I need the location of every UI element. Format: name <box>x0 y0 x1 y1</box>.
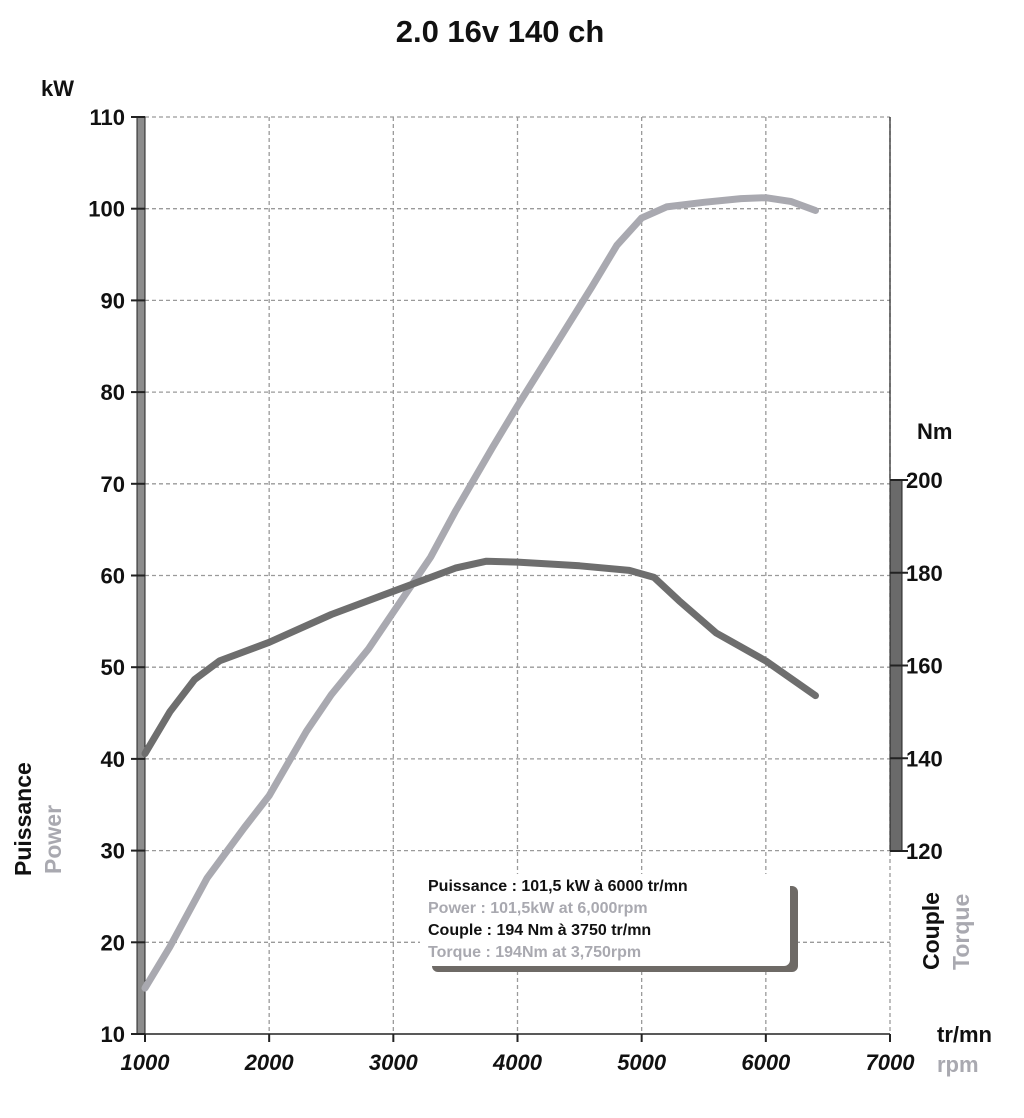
x-axis-unit-fr: tr/mn <box>937 1022 992 1047</box>
left-tick-label: 40 <box>101 747 125 772</box>
x-tick-label: 1000 <box>121 1050 171 1075</box>
left-tick-label: 60 <box>101 564 125 589</box>
info-box: Puissance : 101,5 kW à 6000 tr/mn Power … <box>420 874 790 966</box>
right-tick-label: 200 <box>906 468 943 493</box>
info-power-fr: Puissance : 101,5 kW à 6000 tr/mn <box>428 878 688 895</box>
x-axis-unit-en: rpm <box>937 1052 979 1077</box>
left-tick-label: 10 <box>101 1022 125 1047</box>
left-tick-label: 70 <box>101 472 125 497</box>
right-axis-unit: Nm <box>917 419 953 444</box>
info-torque-fr: Couple : 194 Nm à 3750 tr/mn <box>428 922 652 939</box>
info-torque-en: Torque : 194Nm at 3,750rpm <box>428 944 642 961</box>
left-tick-label: 50 <box>101 655 125 680</box>
x-tick-label: 2000 <box>244 1050 295 1075</box>
x-tick-label: 7000 <box>866 1050 916 1075</box>
left-tick-label: 20 <box>101 930 125 955</box>
left-tick-label: 100 <box>88 197 125 222</box>
x-tick-label: 3000 <box>369 1050 419 1075</box>
left-tick-label: 30 <box>101 839 125 864</box>
x-tick-label: 5000 <box>617 1050 667 1075</box>
right-tick-label: 120 <box>906 839 943 864</box>
chart-title: 2.0 16v 140 ch <box>395 14 605 49</box>
right-tick-label: 160 <box>906 654 943 679</box>
left-tick-label: 80 <box>101 380 125 405</box>
left-tick-label: 110 <box>90 105 126 130</box>
right-tick-label: 180 <box>906 561 943 586</box>
info-power-en: Power : 101,5kW at 6,000rpm <box>428 900 648 917</box>
left-axis-unit: kW <box>41 76 74 101</box>
left-tick-label: 90 <box>101 288 125 313</box>
right-tick-label: 140 <box>906 746 943 771</box>
x-tick-label: 4000 <box>492 1050 543 1075</box>
x-tick-label: 6000 <box>741 1050 791 1075</box>
torque-curve <box>141 557 819 758</box>
power-curve <box>141 194 819 992</box>
